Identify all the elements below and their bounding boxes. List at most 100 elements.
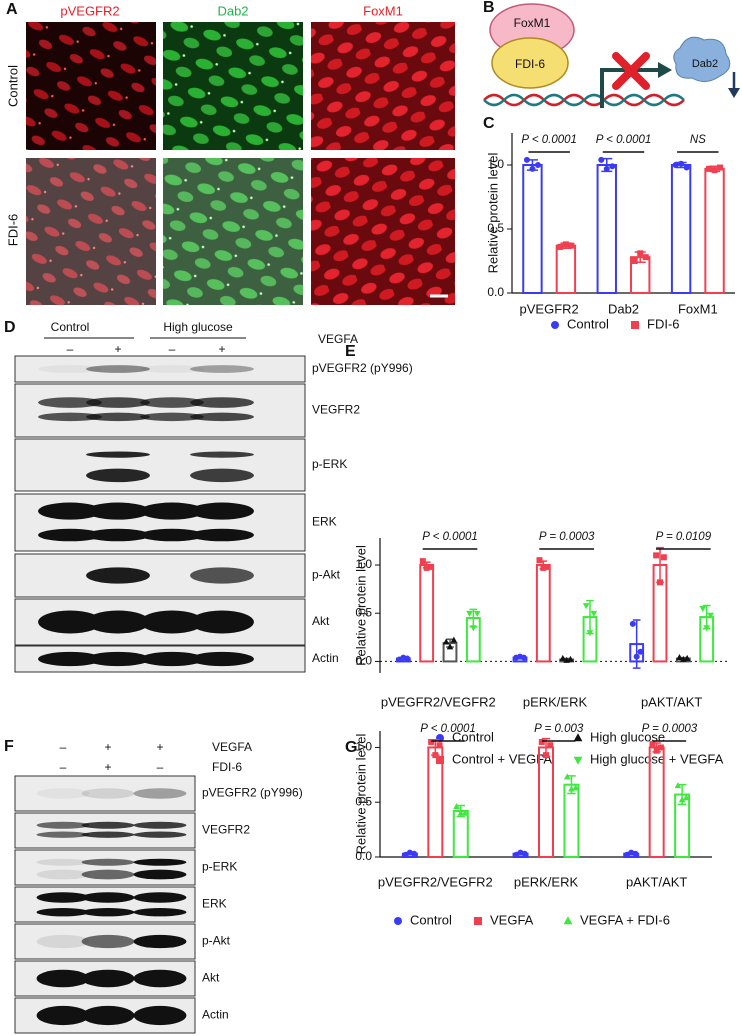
band-label: Actin [202, 1008, 229, 1022]
band [190, 502, 254, 520]
y-axis-label: Relative protein level [485, 153, 500, 274]
group-label: Control [51, 320, 90, 334]
band [133, 1005, 187, 1026]
band [38, 412, 102, 422]
annotation: P < 0.0001 [596, 134, 652, 146]
data-point [629, 620, 636, 627]
band [86, 502, 150, 520]
data-point [461, 809, 469, 816]
annotation: P = 0.003 [534, 723, 584, 735]
data-point [529, 165, 536, 172]
band [133, 821, 187, 829]
band [140, 528, 204, 542]
y-tick-label: 1.0 [487, 157, 504, 171]
data-point [631, 258, 638, 264]
annotation: P = 0.0109 [656, 531, 712, 543]
data-point [404, 655, 411, 662]
band-label: pVEGFR2 (pY996) [202, 786, 303, 800]
data-point [699, 605, 707, 612]
panel-label: C [483, 115, 495, 132]
data-point [473, 610, 481, 617]
row-label: FDI-6 [5, 214, 20, 247]
x-tick-label: FoxM1 [678, 301, 718, 316]
panel-label: A [6, 1, 18, 18]
y-tick-label: 0.0 [355, 654, 372, 668]
arrow-head [658, 62, 672, 78]
bar [563, 783, 580, 858]
legend-marker [631, 321, 639, 329]
band [36, 788, 90, 799]
band [36, 908, 90, 917]
x-tick-label: pAKT/AKT [626, 874, 687, 889]
y-tick-label: 1.0 [355, 557, 372, 571]
annotation: P < 0.0001 [422, 531, 478, 543]
band [86, 468, 150, 483]
x-tick-label: pERK/ERK [514, 874, 579, 889]
annotation: NS [690, 134, 706, 146]
band [190, 567, 254, 584]
data-point [678, 796, 686, 803]
data-point [411, 850, 418, 857]
data-point [568, 242, 575, 249]
data-point [706, 165, 713, 172]
band [133, 831, 187, 838]
column-title: pVEGFR2 [60, 3, 119, 18]
data-point [562, 241, 569, 248]
protein-label: FoxM1 [514, 16, 551, 30]
x-tick-label: pVEGFR2 [520, 301, 579, 316]
panel-label: B [483, 0, 495, 16]
legend-label: High glucose + VEGFA [590, 751, 724, 766]
data-point [683, 794, 690, 801]
band-label: p-Akt [312, 568, 341, 582]
data-point [432, 752, 439, 759]
sign: + [156, 740, 163, 754]
data-point [543, 752, 549, 759]
band [86, 451, 150, 458]
blot-row [14, 849, 196, 886]
band [81, 821, 135, 829]
error-bar [632, 619, 641, 669]
y-tick-label: 0.0 [487, 285, 504, 299]
legend-label: High glucose [590, 729, 665, 744]
band [36, 1005, 90, 1026]
data-point [672, 162, 679, 168]
micrograph [26, 22, 156, 150]
data-point [586, 630, 594, 637]
group-label: High glucose [163, 320, 233, 334]
band [133, 869, 187, 880]
treatment-label: FDI-6 [212, 760, 242, 774]
sign: + [218, 342, 225, 356]
target-shape [673, 36, 731, 82]
panel-label: G [345, 739, 357, 756]
data-point [446, 643, 454, 650]
legend-marker [573, 733, 583, 742]
band [133, 892, 187, 903]
annotation: P = 0.0003 [539, 531, 595, 543]
treatment-label: VEGFA [212, 740, 252, 754]
band [140, 502, 204, 520]
sign: – [60, 740, 67, 754]
data-point [632, 850, 639, 857]
legend-marker [394, 917, 402, 925]
band-label: p-Akt [202, 934, 231, 948]
band [133, 788, 187, 799]
data-point [642, 254, 649, 261]
band [133, 908, 187, 917]
x-tick-label: Dab2 [608, 301, 639, 316]
sign: – [169, 342, 176, 356]
sign: – [157, 760, 164, 774]
data-point [598, 156, 605, 163]
band-label: Akt [312, 614, 330, 628]
data-point [707, 612, 714, 619]
blot-row [14, 775, 196, 812]
legend-marker [474, 917, 482, 925]
data-point [523, 156, 530, 163]
band [36, 821, 90, 829]
sign: + [104, 760, 111, 774]
band [81, 858, 135, 866]
band [133, 858, 187, 866]
x-tick-label: pVEGFR2/VEGFR2 [381, 694, 496, 709]
sign: + [114, 342, 121, 356]
column-title: FoxM1 [363, 3, 403, 18]
band-label: ERK [202, 897, 227, 911]
